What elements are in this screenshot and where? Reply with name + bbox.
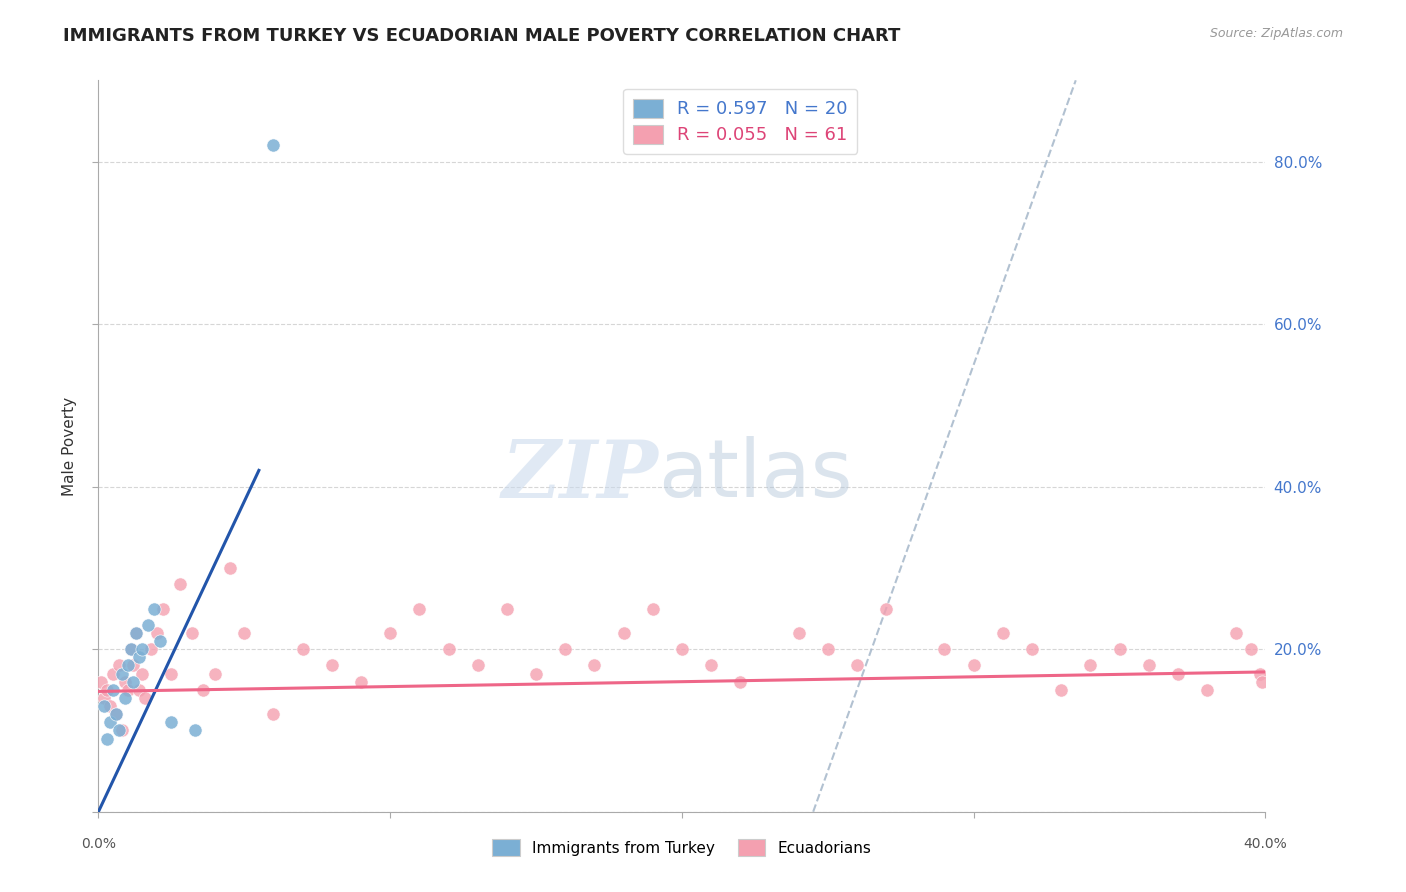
Point bbox=[321, 658, 343, 673]
Point bbox=[104, 707, 127, 722]
Point bbox=[183, 723, 205, 738]
Point bbox=[437, 642, 460, 657]
Point bbox=[641, 601, 664, 615]
Point bbox=[408, 601, 430, 615]
Text: 40.0%: 40.0% bbox=[1243, 837, 1288, 851]
Point bbox=[96, 682, 118, 697]
Point bbox=[114, 674, 136, 689]
Point bbox=[817, 642, 839, 657]
Point bbox=[1225, 626, 1247, 640]
Point bbox=[671, 642, 693, 657]
Point bbox=[134, 690, 156, 705]
Point bbox=[1167, 666, 1189, 681]
Point bbox=[117, 682, 139, 697]
Point bbox=[1195, 682, 1218, 697]
Point bbox=[1108, 642, 1130, 657]
Point bbox=[114, 690, 136, 705]
Y-axis label: Male Poverty: Male Poverty bbox=[62, 396, 77, 496]
Point bbox=[350, 674, 373, 689]
Point bbox=[90, 674, 112, 689]
Point bbox=[93, 690, 115, 705]
Point bbox=[111, 666, 134, 681]
Point bbox=[1050, 682, 1073, 697]
Point bbox=[846, 658, 869, 673]
Legend: Immigrants from Turkey, Ecuadorians: Immigrants from Turkey, Ecuadorians bbox=[486, 833, 877, 863]
Point bbox=[142, 601, 165, 615]
Text: Source: ZipAtlas.com: Source: ZipAtlas.com bbox=[1209, 27, 1343, 40]
Point bbox=[787, 626, 810, 640]
Point bbox=[991, 626, 1014, 640]
Text: ZIP: ZIP bbox=[502, 436, 658, 514]
Point bbox=[101, 682, 124, 697]
Point bbox=[117, 658, 139, 673]
Point bbox=[1021, 642, 1043, 657]
Point bbox=[160, 666, 183, 681]
Text: atlas: atlas bbox=[658, 436, 853, 515]
Point bbox=[1251, 674, 1274, 689]
Point bbox=[380, 626, 402, 640]
Point bbox=[122, 674, 145, 689]
Point bbox=[128, 682, 150, 697]
Point bbox=[125, 626, 148, 640]
Point bbox=[1137, 658, 1160, 673]
Point bbox=[146, 626, 169, 640]
Point bbox=[612, 626, 634, 640]
Point bbox=[104, 707, 127, 722]
Point bbox=[111, 723, 134, 738]
Point bbox=[96, 731, 118, 746]
Point bbox=[169, 577, 191, 591]
Point bbox=[136, 617, 159, 632]
Point bbox=[131, 666, 153, 681]
Point bbox=[1240, 642, 1263, 657]
Text: 0.0%: 0.0% bbox=[82, 837, 115, 851]
Point bbox=[128, 650, 150, 665]
Point bbox=[160, 715, 183, 730]
Point bbox=[125, 626, 148, 640]
Point bbox=[101, 666, 124, 681]
Point bbox=[108, 658, 131, 673]
Point bbox=[98, 715, 121, 730]
Point bbox=[1249, 666, 1271, 681]
Point bbox=[218, 561, 240, 575]
Point bbox=[700, 658, 723, 673]
Point bbox=[496, 601, 519, 615]
Point bbox=[98, 699, 121, 714]
Point bbox=[524, 666, 547, 681]
Point bbox=[962, 658, 984, 673]
Point bbox=[262, 707, 284, 722]
Point bbox=[122, 658, 145, 673]
Point bbox=[108, 723, 131, 738]
Point bbox=[934, 642, 956, 657]
Point bbox=[583, 658, 606, 673]
Point bbox=[233, 626, 256, 640]
Point bbox=[262, 138, 284, 153]
Point bbox=[131, 642, 153, 657]
Point bbox=[875, 601, 897, 615]
Point bbox=[554, 642, 576, 657]
Point bbox=[149, 634, 172, 648]
Point bbox=[93, 699, 115, 714]
Point bbox=[730, 674, 752, 689]
Point bbox=[204, 666, 226, 681]
Point bbox=[1080, 658, 1102, 673]
Point bbox=[139, 642, 162, 657]
Point bbox=[120, 642, 142, 657]
Point bbox=[120, 642, 142, 657]
Point bbox=[467, 658, 489, 673]
Point bbox=[193, 682, 215, 697]
Point bbox=[180, 626, 202, 640]
Point bbox=[291, 642, 314, 657]
Text: IMMIGRANTS FROM TURKEY VS ECUADORIAN MALE POVERTY CORRELATION CHART: IMMIGRANTS FROM TURKEY VS ECUADORIAN MAL… bbox=[63, 27, 901, 45]
Point bbox=[152, 601, 174, 615]
